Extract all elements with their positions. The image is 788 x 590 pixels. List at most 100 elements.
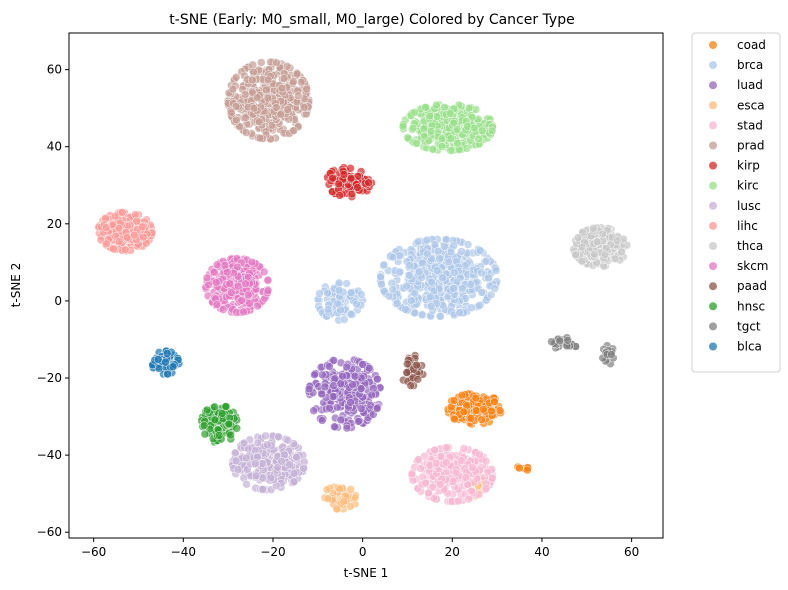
data-point — [523, 465, 532, 475]
data-point — [573, 233, 583, 242]
data-point — [329, 356, 339, 365]
data-point — [210, 268, 219, 277]
legend-marker-tgct — [709, 322, 717, 331]
data-point — [402, 281, 411, 291]
data-point — [231, 73, 241, 82]
data-point — [410, 108, 419, 117]
data-point — [515, 463, 524, 473]
data-point — [323, 305, 333, 314]
data-point — [407, 469, 417, 479]
data-point — [114, 237, 124, 246]
data-point — [463, 240, 473, 249]
data-point — [467, 303, 476, 312]
data-point — [200, 429, 210, 439]
data-point — [600, 250, 610, 260]
data-point — [309, 406, 318, 415]
data-point — [137, 222, 147, 232]
data-point — [453, 139, 462, 148]
data-point — [395, 267, 405, 277]
data-point — [478, 405, 488, 414]
data-point — [168, 362, 178, 371]
data-point — [577, 256, 587, 266]
legend-label-paad: paad — [737, 279, 767, 293]
data-point — [129, 230, 139, 240]
data-point — [408, 123, 418, 133]
legend-label-esca: esca — [737, 98, 765, 112]
y-tick-label: −60 — [37, 525, 62, 539]
data-point — [440, 242, 449, 251]
data-point — [379, 260, 389, 270]
data-point — [356, 384, 366, 393]
data-point — [232, 424, 241, 433]
data-point — [139, 232, 148, 242]
data-point — [598, 229, 608, 239]
data-point — [474, 134, 483, 144]
data-point — [283, 436, 293, 445]
data-point — [357, 290, 366, 299]
series-brca — [313, 235, 502, 325]
x-tick-label: −40 — [171, 545, 196, 559]
data-point — [446, 109, 455, 118]
data-point — [446, 146, 455, 155]
data-point — [610, 254, 620, 264]
data-point — [241, 128, 251, 137]
data-point — [402, 368, 412, 377]
data-point — [415, 267, 424, 276]
data-point — [555, 336, 565, 346]
data-point — [449, 284, 458, 293]
data-point — [277, 457, 286, 466]
data-point — [405, 260, 414, 270]
data-point — [357, 404, 366, 413]
data-point — [490, 397, 499, 406]
data-point — [422, 235, 432, 245]
data-point — [325, 362, 334, 371]
data-point — [263, 275, 273, 285]
data-point — [419, 124, 429, 134]
y-tick-label: 20 — [47, 217, 62, 231]
data-point — [414, 455, 423, 464]
legend-label-lusc: lusc — [737, 199, 761, 213]
data-point — [255, 133, 265, 143]
legend-marker-luad — [709, 81, 717, 90]
data-point — [426, 302, 436, 311]
data-point — [477, 288, 486, 297]
data-point — [469, 123, 479, 133]
data-point — [161, 357, 170, 367]
series-paad — [399, 351, 428, 390]
data-point — [424, 488, 433, 498]
legend-marker-lihc — [709, 221, 717, 230]
data-point — [450, 414, 459, 424]
data-point — [475, 450, 484, 459]
data-point — [477, 268, 486, 278]
data-point — [237, 296, 246, 305]
data-point — [318, 370, 327, 380]
data-point — [322, 485, 332, 494]
legend-label-kirp: kirp — [737, 159, 760, 173]
data-point — [481, 484, 491, 493]
x-tick-label: 60 — [624, 545, 639, 559]
data-point — [466, 280, 476, 289]
data-point — [589, 224, 598, 233]
data-point — [263, 93, 273, 103]
data-point — [342, 423, 352, 433]
data-point — [154, 364, 164, 373]
data-point — [212, 300, 222, 309]
data-point — [449, 118, 458, 128]
data-point — [607, 350, 616, 359]
legend-frame — [691, 32, 781, 373]
x-tick-label: 40 — [534, 545, 549, 559]
data-point — [202, 405, 212, 415]
data-point — [342, 279, 351, 288]
data-point — [335, 484, 345, 494]
data-point — [328, 174, 337, 183]
data-point — [248, 60, 258, 70]
data-point — [416, 464, 425, 473]
legend-marker-brca — [709, 61, 717, 70]
series-hnsc — [197, 402, 241, 447]
data-point — [211, 278, 221, 287]
data-point — [263, 440, 272, 449]
data-point — [458, 284, 467, 293]
data-point — [426, 126, 436, 136]
data-point — [251, 459, 260, 468]
